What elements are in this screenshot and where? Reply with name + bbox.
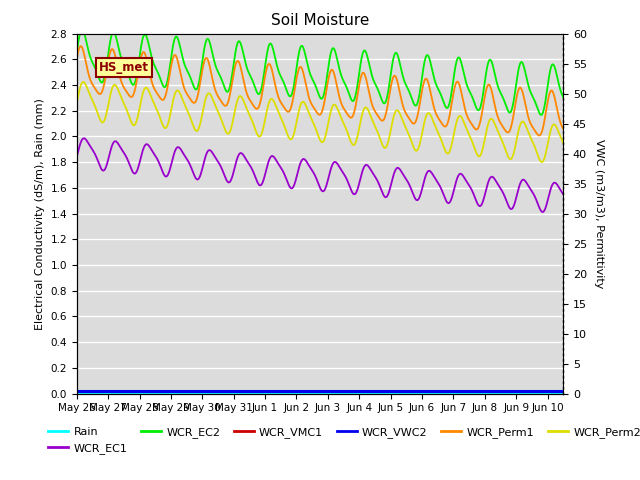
Y-axis label: Electrical Conductivity (dS/m), Rain (mm): Electrical Conductivity (dS/m), Rain (mm… <box>35 97 45 330</box>
Text: HS_met: HS_met <box>99 61 148 74</box>
Legend: Rain, WCR_EC1, WCR_EC2, WCR_VMC1, WCR_VWC2, WCR_Perm1, WCR_Perm2: Rain, WCR_EC1, WCR_EC2, WCR_VMC1, WCR_VW… <box>44 423 640 458</box>
Y-axis label: VWC (m3/m3), Permittivity: VWC (m3/m3), Permittivity <box>594 139 604 288</box>
Title: Soil Moisture: Soil Moisture <box>271 13 369 28</box>
